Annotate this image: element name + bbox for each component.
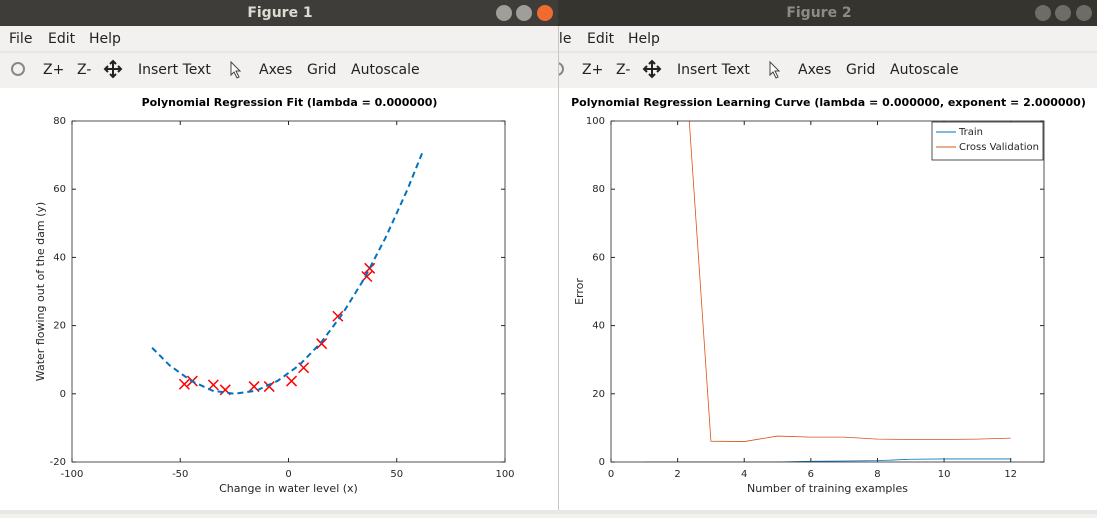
close-button[interactable] xyxy=(537,5,553,21)
data-point xyxy=(361,270,373,283)
toolbar-button[interactable]: Autoscale xyxy=(351,62,420,78)
x-tick-label: -50 xyxy=(172,469,188,480)
legend-label: Train xyxy=(958,127,983,138)
plot-area xyxy=(151,151,424,396)
axes-box xyxy=(71,120,506,463)
y-tick-label: 20 xyxy=(53,321,66,332)
y-tick-label: 100 xyxy=(586,116,605,127)
y-tick-label: -20 xyxy=(50,457,66,468)
toolbar-button[interactable]: Axes xyxy=(259,62,292,78)
x-tick-label: -100 xyxy=(61,469,84,480)
x-tick-label: 8 xyxy=(874,469,880,480)
legend-label: Cross Validation xyxy=(959,142,1039,153)
y-tick-label: 60 xyxy=(592,252,605,263)
y-tick-label: 80 xyxy=(53,116,66,127)
x-tick-label: 0 xyxy=(285,469,291,480)
x-tick-label: 100 xyxy=(495,469,514,480)
bottom-strip xyxy=(0,510,1097,514)
menu-item[interactable]: Edit xyxy=(587,31,615,47)
data-line xyxy=(644,458,1011,462)
x-tick-label: 12 xyxy=(1004,469,1017,480)
menu-item[interactable]: Help xyxy=(89,31,121,47)
y-axis-label: Water flowing out of the dam (y) xyxy=(34,202,47,381)
toolbar-button[interactable]: Autoscale xyxy=(890,62,959,78)
x-tick-label: 10 xyxy=(938,469,951,480)
data-line xyxy=(688,121,1011,442)
maximize-button[interactable] xyxy=(516,5,532,21)
pan-icon[interactable] xyxy=(103,59,123,79)
data-point xyxy=(286,375,298,387)
select-icon[interactable] xyxy=(230,60,242,79)
x-axis-label: Change in water level (x) xyxy=(219,482,358,495)
minimize-button[interactable] xyxy=(496,5,512,21)
data-point xyxy=(316,338,328,350)
window-title: Figure 2 xyxy=(786,5,851,21)
x-axis-label: Number of training examples xyxy=(747,482,908,495)
menu-item[interactable]: Edit xyxy=(48,31,76,47)
y-tick-label: 20 xyxy=(592,389,605,400)
minimize-button[interactable] xyxy=(1035,5,1051,21)
legend-box xyxy=(931,121,1044,161)
x-tick-label: 2 xyxy=(674,469,680,480)
data-point xyxy=(332,310,344,322)
toolbar-button[interactable]: Insert Text xyxy=(677,62,750,78)
figure-window: Figure 1 File Edit Help Z+ Z- Insert Text Axes G… xyxy=(0,0,558,510)
toolbar-button[interactable]: Grid xyxy=(846,62,875,78)
y-tick-label: 0 xyxy=(599,457,605,468)
data-point xyxy=(364,262,376,274)
rotate-icon[interactable] xyxy=(11,62,25,76)
chart-title: Polynomial Regression Fit (lambda = 0.00… xyxy=(142,96,438,109)
toolbar-button[interactable]: Z+ xyxy=(582,62,603,78)
y-tick-label: 40 xyxy=(592,321,605,332)
y-tick-label: 80 xyxy=(592,184,605,195)
window-title: Figure 1 xyxy=(247,5,312,21)
plot-area xyxy=(644,121,1011,462)
y-tick-label: 60 xyxy=(53,184,66,195)
toolbar-button[interactable]: Grid xyxy=(307,62,336,78)
x-tick-label: 0 xyxy=(608,469,614,480)
x-tick-label: 50 xyxy=(390,469,403,480)
close-button[interactable] xyxy=(1076,5,1092,21)
axes-box xyxy=(610,120,1045,463)
y-tick-label: 0 xyxy=(60,389,66,400)
data-point xyxy=(263,381,275,393)
select-icon[interactable] xyxy=(769,60,781,79)
figure-canvas xyxy=(0,88,558,510)
title-bar xyxy=(0,0,558,26)
x-tick-label: 6 xyxy=(808,469,814,480)
maximize-button[interactable] xyxy=(1055,5,1071,21)
chart-title: Polynomial Regression Learning Curve (la… xyxy=(571,96,1086,109)
toolbar-button[interactable]: Z- xyxy=(77,62,91,78)
toolbar-button[interactable]: Insert Text xyxy=(138,62,211,78)
y-axis-label: Error xyxy=(573,278,586,305)
menu-item[interactable]: File xyxy=(9,31,32,47)
data-point xyxy=(178,378,190,390)
data-line xyxy=(151,151,424,395)
toolbar-button[interactable]: Z- xyxy=(616,62,630,78)
x-tick-label: 4 xyxy=(741,469,747,480)
toolbar-button[interactable]: Axes xyxy=(798,62,831,78)
menu-item[interactable]: Help xyxy=(628,31,660,47)
pan-icon[interactable] xyxy=(642,59,662,79)
data-point xyxy=(207,379,219,391)
title-bar xyxy=(539,0,1097,26)
y-tick-label: 40 xyxy=(53,252,66,263)
toolbar-button[interactable]: Z+ xyxy=(43,62,64,78)
